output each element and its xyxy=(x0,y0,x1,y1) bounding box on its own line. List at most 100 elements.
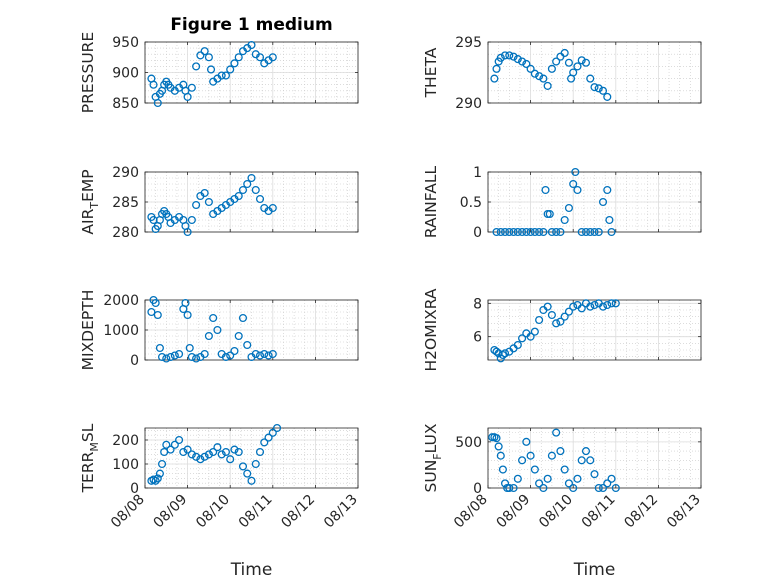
x-tick-label: 08/12 xyxy=(278,492,318,532)
y-axis-label: PRESSURE xyxy=(79,32,97,114)
data-point xyxy=(204,197,213,207)
x-axis-label: Time xyxy=(573,560,616,580)
data-point xyxy=(577,56,586,65)
data-point xyxy=(522,59,531,69)
data-point xyxy=(200,349,209,359)
data-point xyxy=(181,298,190,308)
data-point xyxy=(166,352,175,362)
data-point xyxy=(183,310,192,320)
data-point xyxy=(603,92,612,101)
y-axis-label: AIRTEMP xyxy=(79,169,101,234)
data-point xyxy=(573,185,582,195)
data-point xyxy=(598,197,608,207)
data-point xyxy=(206,65,216,74)
data-point xyxy=(560,465,569,474)
y-tick-label: 0.5 xyxy=(460,195,482,211)
data-point xyxy=(251,185,260,195)
data-point xyxy=(251,459,260,469)
data-point xyxy=(513,55,522,64)
data-point xyxy=(607,474,616,483)
data-point xyxy=(162,354,171,363)
data-point xyxy=(535,315,544,325)
data-point xyxy=(209,447,218,457)
data-point xyxy=(573,474,582,483)
data-point xyxy=(221,447,230,457)
data-point xyxy=(490,74,499,83)
data-point xyxy=(170,351,179,360)
data-point xyxy=(187,352,196,362)
y-axis-label: THETA xyxy=(422,47,440,98)
data-point xyxy=(541,185,550,195)
y-tick-label: 6 xyxy=(473,330,482,346)
x-tick-label: 08/13 xyxy=(664,492,704,532)
data-point xyxy=(204,53,213,62)
data-point xyxy=(547,64,556,73)
data-point xyxy=(147,307,156,317)
data-point xyxy=(498,350,507,360)
data-point xyxy=(230,445,239,454)
data-point xyxy=(492,347,501,356)
x-tick-label: 08/11 xyxy=(579,492,619,532)
data-point xyxy=(560,312,569,321)
data-point xyxy=(226,351,235,360)
data-point xyxy=(500,227,510,237)
data-point xyxy=(149,80,158,89)
x-tick-label: 08/10 xyxy=(193,492,233,532)
y-tick-label: 280 xyxy=(112,225,139,241)
data-point xyxy=(586,456,595,465)
data-point xyxy=(590,300,599,310)
data-point xyxy=(560,48,569,58)
data-point xyxy=(221,71,230,80)
data-point xyxy=(577,456,586,465)
y-axis-label: TERRMSL xyxy=(79,423,101,493)
data-point xyxy=(594,483,603,493)
data-point xyxy=(209,313,218,323)
y-tick-label: 500 xyxy=(455,435,482,451)
data-point xyxy=(217,71,226,80)
data-point xyxy=(234,53,243,62)
subplot-theta: 290 295 THETA xyxy=(422,35,702,112)
data-point xyxy=(590,227,599,237)
data-point xyxy=(543,302,552,311)
data-point xyxy=(155,343,164,353)
data-point xyxy=(539,227,548,237)
data-point xyxy=(535,227,544,237)
data-point xyxy=(569,68,578,77)
y-tick-label: 950 xyxy=(112,35,139,51)
data-point xyxy=(238,185,248,195)
data-point xyxy=(535,72,544,81)
data-point xyxy=(590,83,599,92)
data-point xyxy=(605,215,614,225)
data-point xyxy=(556,317,565,326)
data-point xyxy=(234,191,243,201)
data-point xyxy=(200,452,209,461)
data-point xyxy=(513,340,522,350)
data-point xyxy=(157,459,167,469)
data-point xyxy=(251,349,260,359)
data-point xyxy=(204,331,213,341)
data-point xyxy=(530,227,539,237)
data-point xyxy=(192,200,201,210)
data-point xyxy=(598,483,608,493)
data-point xyxy=(243,179,252,189)
data-point xyxy=(192,62,201,71)
data-point xyxy=(509,483,518,493)
y-tick-label: 200 xyxy=(112,433,139,449)
data-point xyxy=(179,447,188,457)
data-point xyxy=(221,352,230,362)
data-point xyxy=(268,203,277,213)
data-point xyxy=(151,298,160,308)
y-tick-label: 1 xyxy=(473,165,482,181)
axes-box xyxy=(487,427,702,489)
data-point xyxy=(535,479,544,488)
data-point xyxy=(539,74,548,83)
data-point xyxy=(500,51,510,60)
data-point xyxy=(526,451,535,460)
data-point xyxy=(268,349,277,359)
data-point xyxy=(234,447,243,457)
data-point xyxy=(518,227,527,237)
data-point xyxy=(569,302,578,311)
x-tick-label: 08/11 xyxy=(236,492,276,532)
data-point xyxy=(247,173,256,183)
y-axis-label: H2OMIXRA xyxy=(422,288,440,371)
